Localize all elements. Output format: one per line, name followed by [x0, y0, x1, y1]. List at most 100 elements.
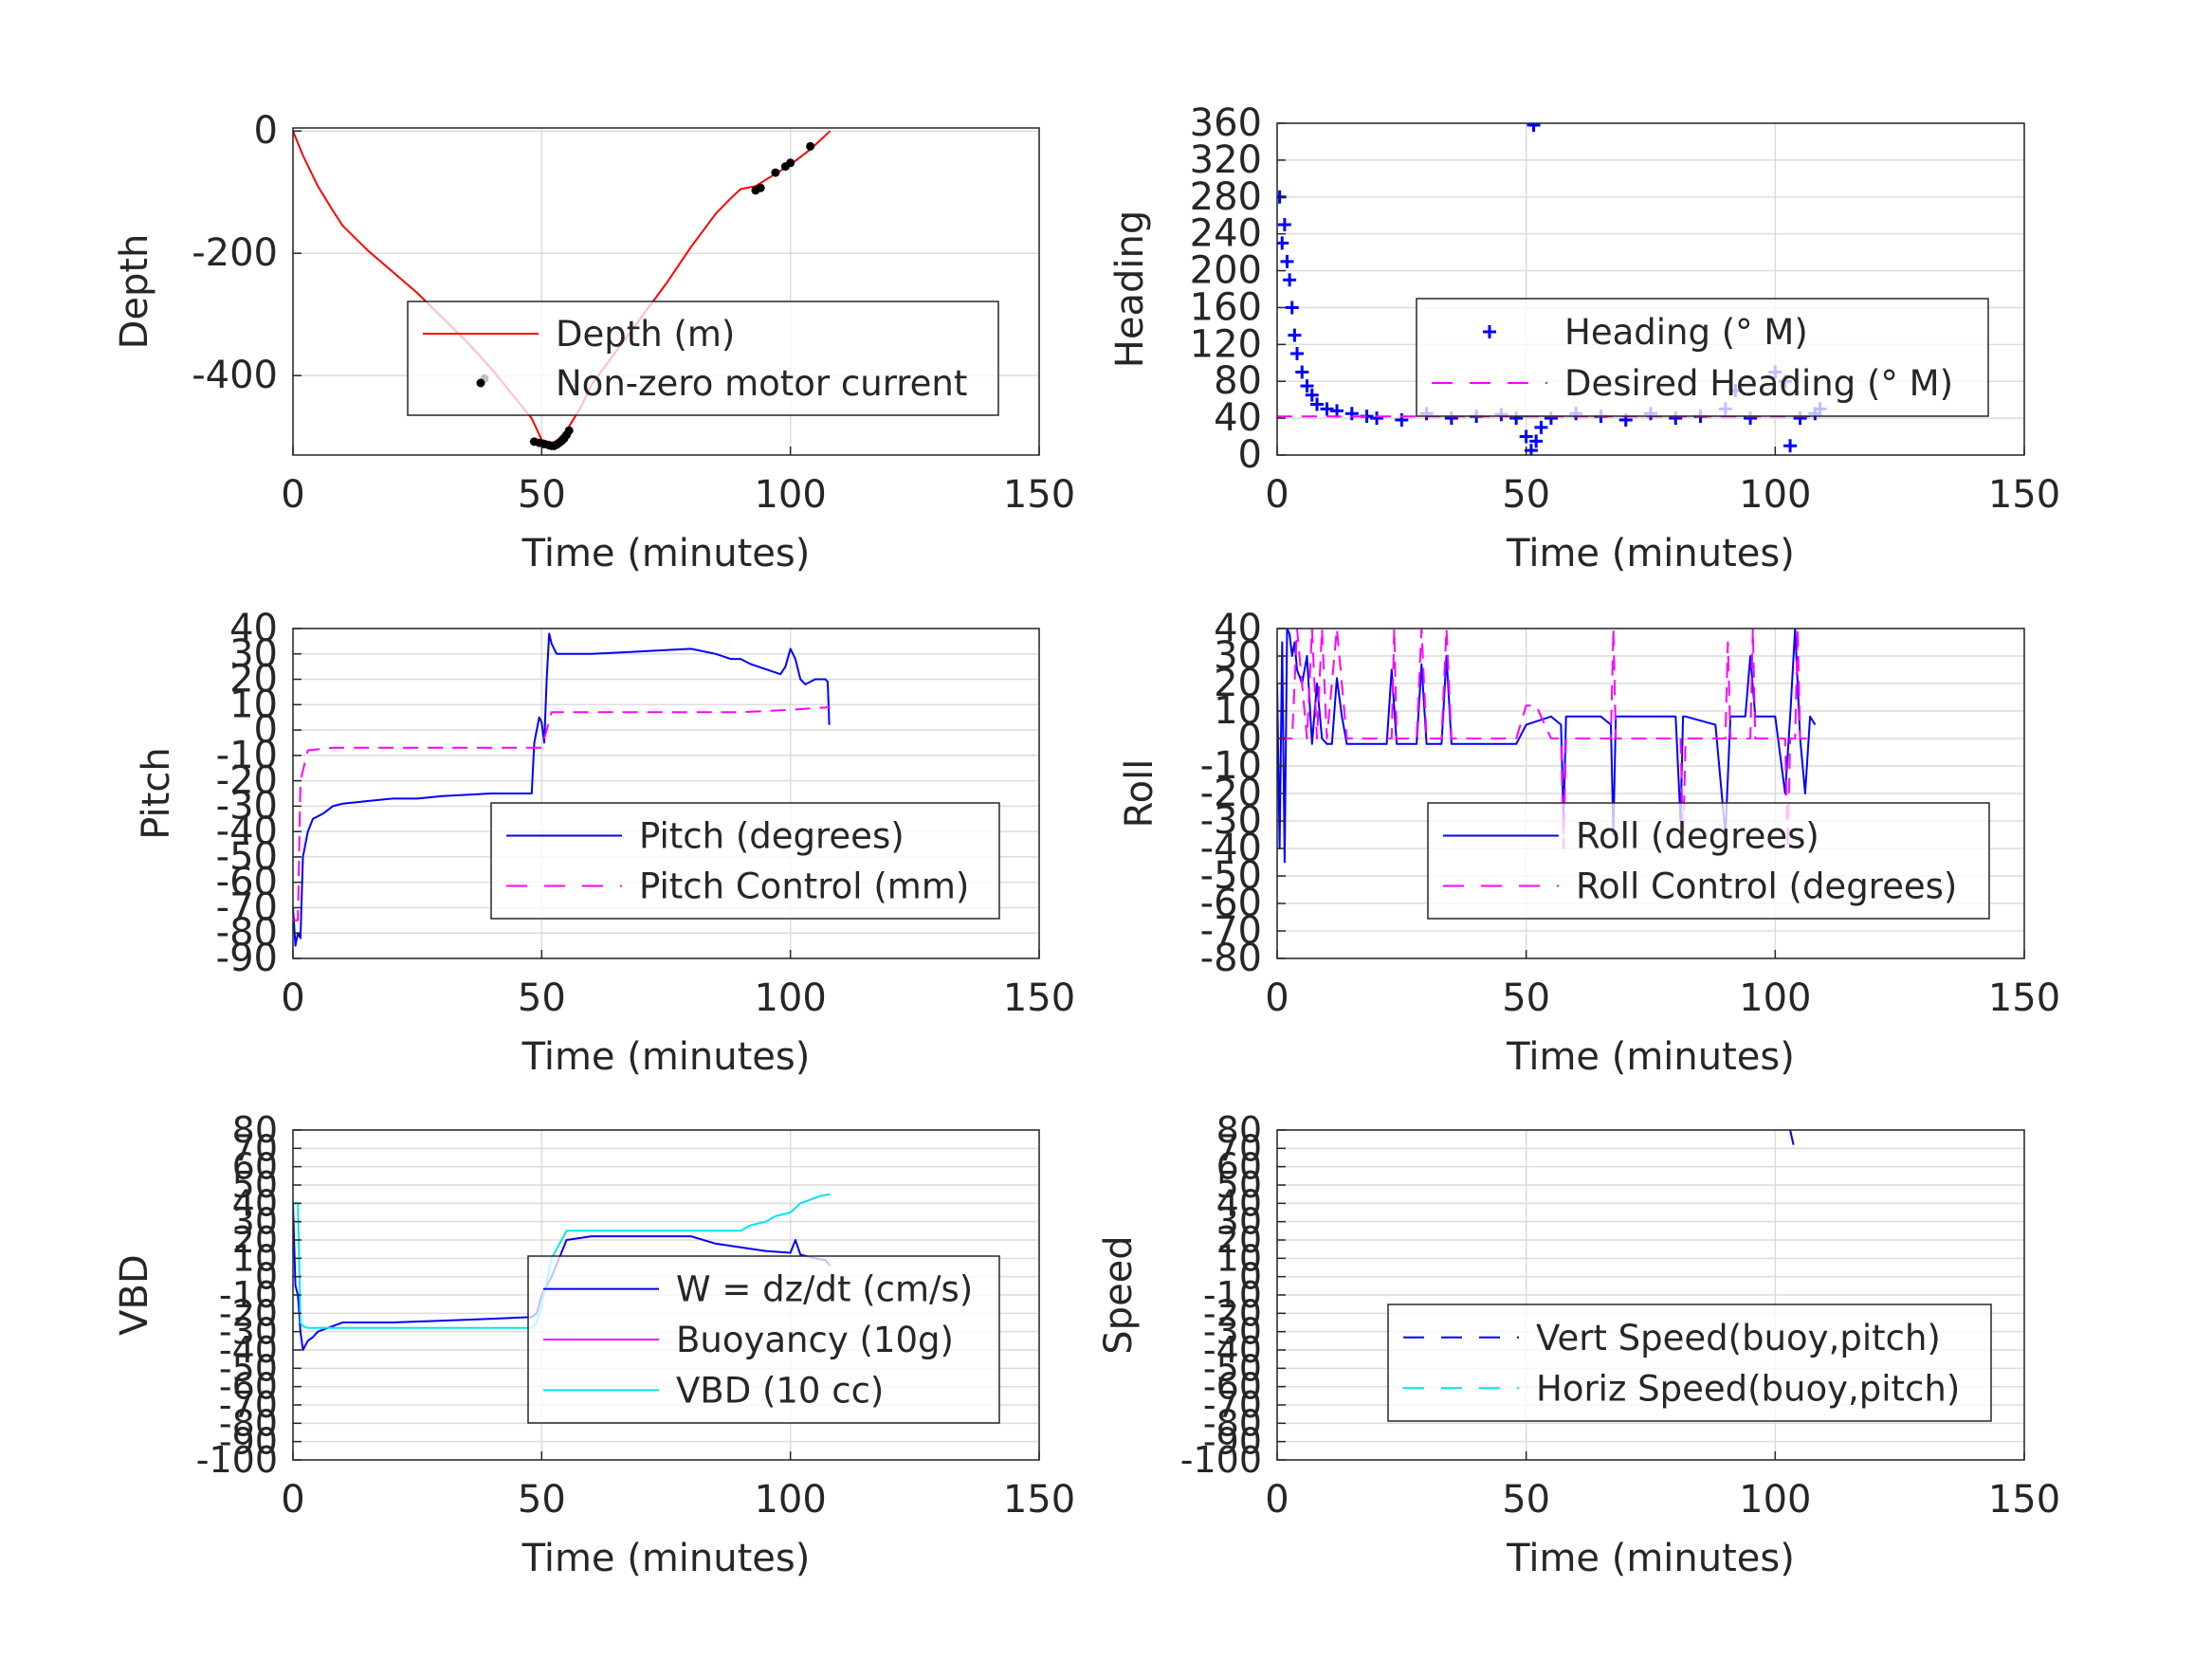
- pitch-ytick-label: 10: [229, 683, 278, 726]
- depth-series-1-point: [771, 168, 780, 177]
- vbd-xtick-label: 100: [754, 1478, 826, 1522]
- vbd-ytick-label: 40: [232, 1182, 278, 1224]
- speed-xtick-label: 0: [1265, 1478, 1289, 1522]
- heading-legend-entry-0-symbol: [1483, 325, 1496, 338]
- speed-xtick-label: 100: [1739, 1478, 1811, 1522]
- heading-ytick-label: 0: [1238, 433, 1262, 477]
- roll-legend: Roll (degrees) Roll Control (degrees): [1427, 802, 1990, 920]
- speed-ytick-label: -90: [1203, 1421, 1262, 1463]
- vbd-ytick-label: 10: [232, 1237, 278, 1279]
- pitch-ytick-label: -50: [216, 835, 278, 879]
- roll-xtick-label: 0: [1265, 976, 1289, 1020]
- depth-legend: Depth (m) Non-zero motor current: [407, 301, 999, 416]
- speed-ytick-label: -30: [1203, 1311, 1262, 1353]
- roll-legend-entry-0-label: Roll (degrees): [1576, 816, 1819, 857]
- roll-ytick-label: 40: [1214, 607, 1262, 650]
- heading-series-0-marker: [1305, 388, 1319, 402]
- heading-ytick-label: 160: [1190, 285, 1262, 329]
- depth-legend-box: [407, 301, 999, 416]
- heading-series-0-marker: [1783, 439, 1798, 453]
- heading-ytick-label: 200: [1190, 249, 1262, 293]
- heading-xtick-label: 100: [1739, 473, 1811, 517]
- heading-series-0-marker: [1280, 254, 1294, 268]
- speed-legend-entry-0-label: Vert Speed(buoy,pitch): [1536, 1318, 1941, 1358]
- roll-ytick-label: 0: [1238, 717, 1262, 760]
- pitch-ytick-label: 30: [229, 632, 278, 676]
- pitch-ytick-label: -60: [216, 861, 278, 904]
- pitch-ytick-label: -90: [216, 937, 278, 980]
- heading-series-0-marker: [1519, 429, 1533, 444]
- heading-ytick-label: 40: [1214, 396, 1262, 440]
- heading-series-0-marker: [1300, 379, 1314, 393]
- depth-axes-box: [292, 127, 1040, 456]
- heading-series-0-marker: [1310, 397, 1325, 411]
- speed-ytick-label: 80: [1216, 1109, 1262, 1151]
- vbd-xlabel: Time (minutes): [521, 1537, 811, 1580]
- pitch-xtick-label: 50: [518, 976, 566, 1020]
- pitch-series-0-line: [293, 632, 831, 947]
- speed-ytick-label: 0: [1239, 1256, 1262, 1298]
- vbd-series-2-line: [293, 1193, 831, 1329]
- heading-xlabel: Time (minutes): [1506, 532, 1795, 575]
- speed-ytick-label: -40: [1203, 1329, 1262, 1371]
- heading-series-0-marker: [1534, 420, 1548, 434]
- pitch-xlabel: Time (minutes): [521, 1035, 811, 1079]
- roll-xtick-label: 150: [1988, 976, 2060, 1020]
- pitch-plot-area: [293, 632, 831, 947]
- depth-xtick-label: 50: [518, 473, 566, 517]
- depth-series-1-point: [564, 426, 574, 435]
- heading-ylabel: Heading: [1108, 210, 1152, 368]
- speed-xtick-label: 150: [1988, 1478, 2060, 1522]
- vbd-ytick-label: -70: [219, 1384, 278, 1426]
- vbd-ytick-label: -40: [219, 1329, 278, 1371]
- depth-series-1-point: [756, 183, 765, 192]
- speed-legend-entry-1-label: Horiz Speed(buoy,pitch): [1536, 1368, 1960, 1409]
- heading-ytick-label: 80: [1214, 359, 1262, 403]
- roll-ytick-label: -20: [1200, 772, 1262, 815]
- depth-ylabel: Depth: [113, 234, 156, 350]
- vbd-ylabel: VBD: [113, 1254, 156, 1336]
- heading-series-0-marker: [1283, 273, 1297, 287]
- vbd-ytick-label: -60: [219, 1366, 278, 1408]
- depth-xtick-label: 0: [281, 473, 304, 517]
- pitch-ytick-label: 0: [254, 708, 278, 752]
- speed-panel: 0 50 100 150-100-90-80-70-60-50-40-30-20-10…: [1097, 1109, 2060, 1580]
- heading-legend-box: [1416, 298, 1989, 417]
- speed-legend-box: [1387, 1304, 1992, 1422]
- pitch-ytick-label: 20: [229, 658, 278, 702]
- roll-ytick-label: -80: [1200, 937, 1262, 980]
- vbd-ytick-label: -10: [219, 1274, 278, 1316]
- pitch-ytick-label: -20: [216, 759, 278, 803]
- vbd-ytick-label: -80: [219, 1402, 278, 1444]
- speed-ylabel: Speed: [1097, 1235, 1141, 1354]
- heading-series-0-marker: [1330, 404, 1344, 418]
- speed-ytick-label: -50: [1203, 1347, 1262, 1389]
- speed-plot-area: [1789, 1130, 1797, 1153]
- heading-ytick-label: 240: [1190, 212, 1262, 256]
- depth-xlabel: Time (minutes): [521, 532, 811, 575]
- heading-series-0-marker: [1526, 123, 1541, 132]
- speed-ytick-label: 70: [1216, 1127, 1262, 1169]
- speed-ytick-label: 30: [1216, 1201, 1262, 1243]
- roll-ytick-label: -50: [1200, 854, 1262, 898]
- depth-legend-entry-1-label: Non-zero motor current: [556, 363, 967, 404]
- roll-xlabel: Time (minutes): [1506, 1035, 1795, 1079]
- speed-ytick-label: -100: [1180, 1439, 1262, 1481]
- heading-series-0-marker: [1277, 217, 1291, 231]
- depth-ytick-label: -200: [192, 231, 278, 275]
- speed-xtick-label: 50: [1502, 1478, 1550, 1522]
- speed-ytick-label: -70: [1203, 1384, 1262, 1426]
- speed-ytick-label: -80: [1203, 1402, 1262, 1444]
- heading-axes-box: [1276, 122, 2025, 456]
- vbd-xtick-label: 50: [518, 1478, 566, 1522]
- pitch-ytick-label: -30: [216, 784, 278, 828]
- depth-ytick-label: -400: [192, 354, 278, 397]
- speed-legend: Vert Speed(buoy,pitch) Horiz Speed(buoy,p…: [1387, 1304, 1992, 1422]
- speed-ytick-label: 20: [1216, 1219, 1262, 1261]
- pitch-ytick-label: 40: [229, 607, 278, 650]
- vbd-ytick-label: 80: [232, 1109, 278, 1151]
- roll-ytick-label: 20: [1214, 662, 1262, 705]
- heading-legend-entry-0-label: Heading (° M): [1564, 312, 1808, 353]
- heading-series-0-marker: [1290, 347, 1305, 361]
